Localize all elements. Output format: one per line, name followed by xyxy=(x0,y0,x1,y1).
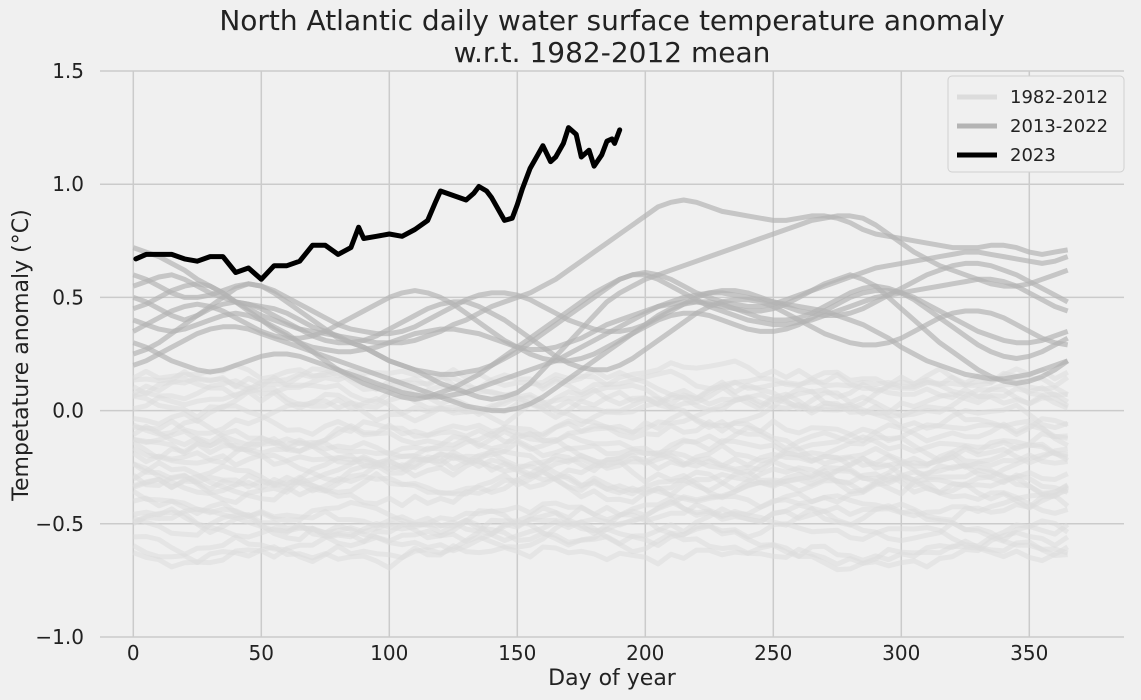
y-tick-label: −1.0 xyxy=(35,625,84,649)
x-tick-label: 0 xyxy=(127,641,140,665)
x-tick-label: 300 xyxy=(882,641,920,665)
line-1982-2012 xyxy=(131,396,1068,454)
line-1982-2012 xyxy=(132,502,1070,547)
series-2013-2022 xyxy=(132,197,1070,414)
legend-label-1982-2012: 1982-2012 xyxy=(1010,87,1108,108)
line-1982-2012 xyxy=(133,518,1070,564)
line-2013-2022 xyxy=(132,197,1069,346)
line-2013-2022 xyxy=(132,272,1069,402)
x-tick-label: 100 xyxy=(370,641,408,665)
x-tick-label: 350 xyxy=(1010,641,1048,665)
chart-title: North Atlantic daily water surface tempe… xyxy=(219,4,1004,37)
y-tick-label: 1.0 xyxy=(52,172,84,196)
series-2023 xyxy=(133,125,623,282)
line-2013-2022 xyxy=(132,288,1069,364)
line-1982-2012 xyxy=(132,432,1069,479)
line-2013-2022 xyxy=(132,213,1069,402)
line-2023 xyxy=(133,125,623,282)
y-axis-label: Tempetature anomaly (°C) xyxy=(9,209,34,501)
legend-box xyxy=(947,75,1125,173)
y-tick-label: 1.5 xyxy=(52,59,84,83)
legend: 1982-2012 2013-2022 2023 xyxy=(947,75,1125,173)
line-1982-2012 xyxy=(131,453,1069,503)
y-tick-label: 0.5 xyxy=(52,285,84,309)
line-2013-2022 xyxy=(132,290,1069,400)
line-1982-2012 xyxy=(132,409,1069,449)
line-1982-2012 xyxy=(132,385,1068,424)
line-2013-2022 xyxy=(132,249,1069,377)
x-tick-label: 150 xyxy=(498,641,536,665)
x-tick-label: 250 xyxy=(754,641,792,665)
line-1982-2012 xyxy=(132,542,1069,573)
line-1982-2012 xyxy=(131,468,1069,544)
line-1982-2012 xyxy=(132,358,1070,398)
series-1982-2012 xyxy=(131,358,1070,573)
line-1982-2012 xyxy=(132,492,1070,554)
x-tick-label: 200 xyxy=(626,641,664,665)
chart-subtitle: w.r.t. 1982-2012 mean xyxy=(454,36,771,69)
line-1982-2012 xyxy=(132,366,1069,413)
y-tick-label: −0.5 xyxy=(35,512,84,536)
legend-label-2013-2022: 2013-2022 xyxy=(1010,116,1108,137)
line-2013-2022 xyxy=(132,260,1069,337)
x-axis-label: Day of year xyxy=(548,666,677,691)
line-2013-2022 xyxy=(132,297,1069,373)
legend-label-2023: 2023 xyxy=(1010,145,1056,166)
x-tick-label: 50 xyxy=(249,641,274,665)
tick-labels: 0 50 100 150 200 250 300 350 −1.0 −0.5 0.0 0.5 1.0 1.… xyxy=(35,59,1048,665)
y-tick-label: 0.0 xyxy=(52,399,84,423)
